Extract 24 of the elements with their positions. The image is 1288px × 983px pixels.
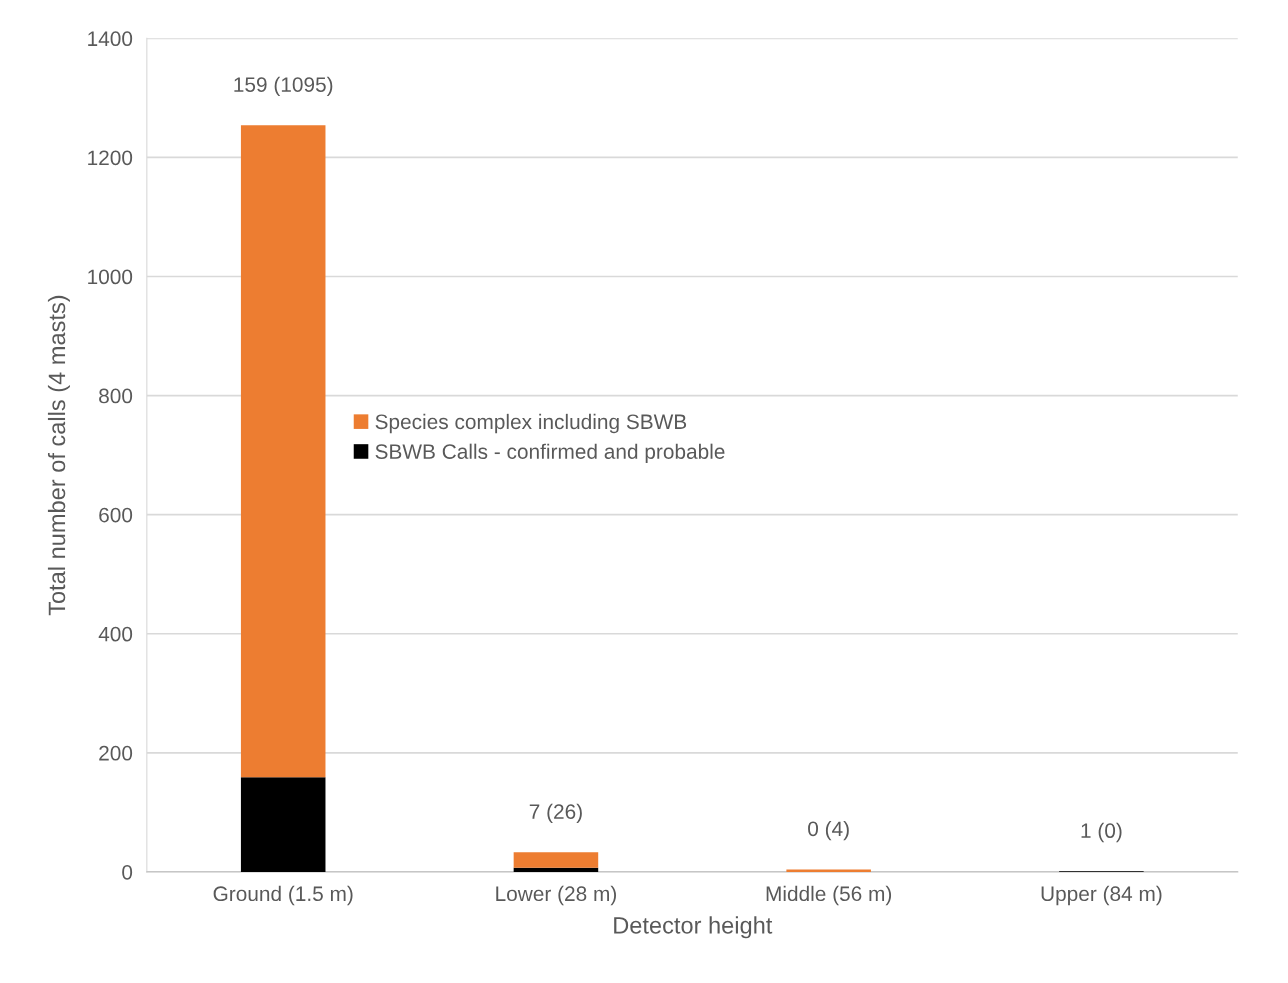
y-tick-label: 0	[122, 864, 133, 880]
total-label: 159 (1095)	[234, 76, 333, 97]
x-axis-title: Detector height	[614, 916, 773, 939]
x-tick-label: Lower (28 m)	[496, 885, 617, 906]
legend-label: Species complex including SBWB	[375, 413, 687, 434]
y-tick-label: 400	[98, 626, 133, 642]
y-tick-label: 800	[99, 388, 133, 404]
y-tick-label: 1400	[88, 31, 133, 47]
legend-label: SBWB Calls - confirmed and probable	[375, 443, 725, 464]
x-tick-label: Upper (84 m)	[1041, 885, 1162, 906]
x-tick-label: Middle (56 m)	[766, 885, 892, 906]
y-tick-label: 200	[99, 745, 133, 761]
x-tick-label: Ground (1.5 m)	[213, 885, 353, 906]
bar	[240, 125, 326, 778]
y-axis-title: Total number of calls (4 masts)	[47, 295, 70, 616]
total-label: 0 (4)	[808, 820, 849, 841]
y-tick-label: 600	[99, 507, 133, 523]
bar	[513, 867, 599, 872]
total-label: 1 (0)	[1081, 822, 1122, 843]
total-label: 7 (26)	[529, 803, 582, 824]
y-tick-label: 1200	[88, 150, 133, 166]
y-tick-label: 1000	[88, 269, 133, 285]
bar	[513, 852, 599, 868]
bar	[240, 777, 326, 872]
